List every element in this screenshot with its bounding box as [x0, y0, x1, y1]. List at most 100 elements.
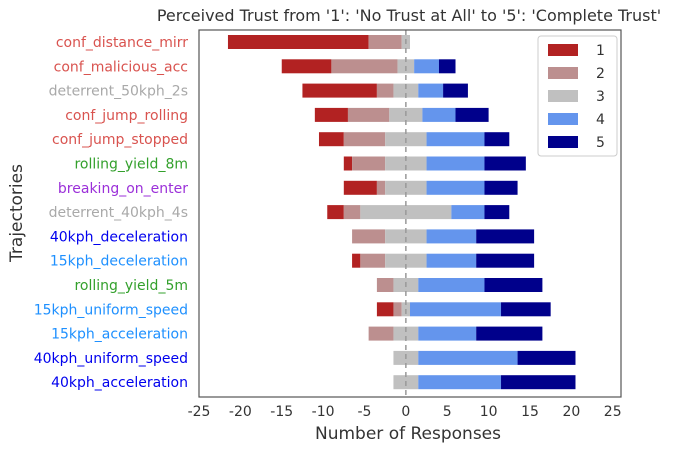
bar-15kph_deceleration-level-4: [426, 253, 477, 268]
bar-15kph_deceleration-level-1: [352, 253, 361, 268]
bar-15kph_uniform_speed-level-4: [410, 302, 502, 317]
legend-label-2: 2: [596, 66, 605, 82]
legend-label-3: 3: [596, 89, 605, 105]
y-tick-label: 40kph_acceleration: [51, 375, 188, 391]
x-tick-label: 0: [401, 404, 410, 420]
y-tick-label: deterrent_40kph_4s: [49, 205, 188, 221]
bar-15kph_deceleration-level-5: [476, 253, 535, 268]
legend-swatch-2: [548, 67, 578, 79]
bar-deterrent_50kph_2s-level-1: [302, 83, 377, 98]
legend-swatch-3: [548, 90, 578, 102]
bar-conf_jump_rolling-level-2: [347, 107, 390, 122]
bar-breaking_on_enter-level-4: [426, 180, 485, 195]
bar-40kph_deceleration-level-5: [476, 229, 535, 244]
bar-15kph_uniform_speed-level-5: [501, 302, 551, 317]
bar-deterrent_40kph_4s-level-1: [327, 205, 344, 220]
legend-label-1: 1: [596, 43, 605, 59]
legend-swatch-4: [548, 113, 578, 125]
bar-breaking_on_enter-level-2: [376, 180, 386, 195]
y-tick-label: 40kph_uniform_speed: [34, 351, 188, 367]
bar-40kph_deceleration-level-4: [426, 229, 477, 244]
bar-15kph_acceleration-level-4: [418, 326, 477, 341]
bar-15kph_deceleration-level-2: [360, 253, 386, 268]
y-tick-label: conf_jump_stopped: [52, 132, 188, 148]
bar-rolling_yield_5m-level-4: [418, 278, 485, 292]
bar-deterrent_50kph_2s-level-2: [376, 83, 394, 98]
bar-conf_malicious_acc-level-2: [331, 59, 398, 74]
plot-frame: [198, 29, 622, 398]
x-axis-label: Number of Responses: [315, 424, 501, 444]
x-tick-label: 15: [521, 404, 539, 420]
bar-40kph_uniform_speed-level-5: [517, 350, 576, 365]
y-tick-label: rolling_yield_5m: [74, 278, 188, 294]
bar-deterrent_40kph_4s-level-5: [484, 205, 510, 220]
bar-rolling_yield_8m-level-3: [385, 156, 427, 171]
bar-rolling_yield_8m-level-4: [426, 156, 485, 171]
bar-15kph_uniform_speed-level-1: [376, 302, 394, 317]
bar-40kph_deceleration-level-2: [352, 229, 386, 244]
x-tick-labels: -25 -20 -15 -10 -5 0 5 10 15 20 25: [188, 404, 622, 420]
bar-conf_distance_mirr-level-1: [227, 35, 369, 49]
bar-deterrent_50kph_2s-level-3: [393, 83, 419, 98]
y-tick-label: 40kph_deceleration: [50, 229, 188, 245]
y-tick-label: 15kph_acceleration: [51, 327, 188, 343]
y-tick-labels: conf_distance_mirr conf_malicious_accdete…: [34, 35, 189, 391]
bar-40kph_acceleration-level-5: [501, 375, 576, 390]
y-tick-label: 15kph_deceleration: [50, 254, 188, 270]
legend-label-4: 4: [596, 112, 605, 128]
y-tick-label: breaking_on_enter: [58, 181, 188, 197]
y-tick-label: conf_distance_mirr: [56, 35, 188, 51]
bar-breaking_on_enter-level-1: [343, 180, 377, 195]
bar-rolling_yield_8m-level-5: [484, 156, 526, 171]
bar-40kph_acceleration-level-4: [418, 375, 502, 390]
bar-15kph_deceleration-level-3: [385, 253, 427, 268]
bar-conf_jump_rolling-level-1: [314, 107, 348, 122]
legend-swatch-5: [548, 136, 578, 148]
chart-title: Perceived Trust from '1': 'No Trust at A…: [157, 6, 661, 25]
x-tick-label: -10: [312, 404, 335, 420]
legend-swatch-1: [548, 44, 578, 56]
bar-rolling_yield_8m-level-1: [343, 156, 353, 171]
bar-15kph_acceleration-level-2: [368, 326, 394, 341]
y-tick-label: conf_malicious_acc: [54, 59, 188, 75]
bar-conf_jump_stopped-level-4: [426, 132, 485, 147]
x-tick-label: -5: [358, 404, 372, 420]
x-tick-label: 20: [562, 404, 580, 420]
bar-conf_malicious_acc-level-1: [281, 59, 332, 74]
bar-conf_jump_rolling-level-5: [455, 107, 489, 122]
x-tick-label: -15: [270, 404, 293, 420]
x-tick-label: -25: [188, 404, 211, 420]
bar-conf_jump_stopped-level-5: [484, 132, 510, 147]
y-tick-label: rolling_yield_8m: [74, 157, 188, 173]
x-tick-label: -20: [229, 404, 252, 420]
y-tick-label: 15kph_uniform_speed: [34, 302, 188, 318]
bar-deterrent_40kph_4s-level-4: [451, 205, 485, 220]
y-tick-label: deterrent_50kph_2s: [49, 84, 188, 100]
bar-rolling_yield_5m-level-2: [376, 278, 394, 292]
x-tick-label: 5: [443, 404, 452, 420]
bar-conf_jump_stopped-level-2: [343, 132, 386, 147]
bar-conf_jump_stopped-level-1: [318, 132, 344, 147]
bar-breaking_on_enter-level-5: [484, 180, 518, 195]
x-tick-label: 25: [604, 404, 622, 420]
x-tick-label: 10: [480, 404, 498, 420]
bar-rolling_yield_8m-level-2: [352, 156, 386, 171]
legend-label-5: 5: [596, 135, 605, 151]
bar-15kph_acceleration-level-3: [393, 326, 419, 341]
y-axis-label: Trajectories: [7, 164, 27, 263]
bar-deterrent_50kph_2s-level-5: [443, 83, 468, 98]
bar-rolling_yield_5m-level-5: [484, 278, 543, 292]
bar-conf_jump_rolling-level-4: [422, 107, 456, 122]
bar-15kph_acceleration-level-5: [476, 326, 543, 341]
bars: [227, 35, 576, 390]
bar-conf_malicious_acc-level-4: [414, 59, 439, 74]
bar-deterrent_50kph_2s-level-4: [418, 83, 444, 98]
legend: 1 2 3 4 5: [537, 35, 618, 157]
bar-conf_malicious_acc-level-5: [438, 59, 456, 74]
bar-conf_distance_mirr-level-2: [368, 35, 402, 49]
bar-deterrent_40kph_4s-level-2: [343, 205, 361, 220]
bar-40kph_uniform_speed-level-4: [418, 350, 518, 365]
y-tick-label: conf_jump_rolling: [65, 108, 188, 124]
bar-40kph_deceleration-level-3: [385, 229, 427, 244]
